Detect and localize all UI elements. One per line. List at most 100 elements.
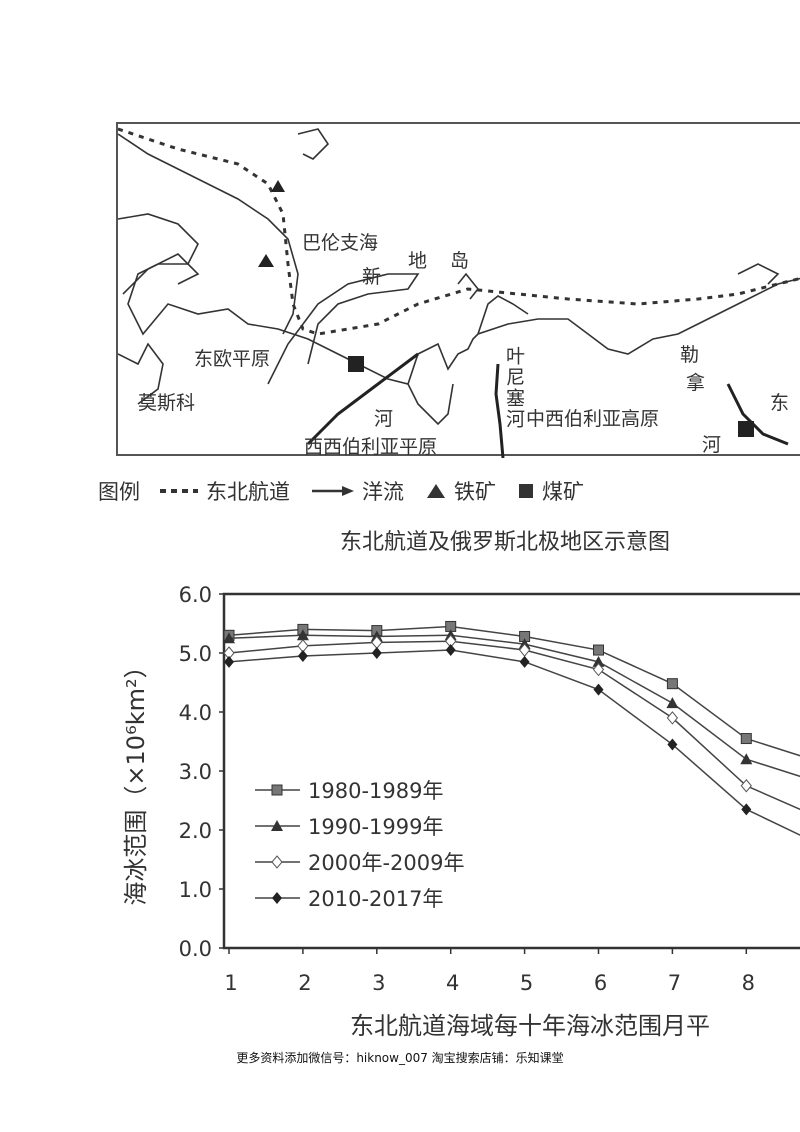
map-label-lena-river: 河 <box>702 434 722 456</box>
legend-label: 铁矿 <box>454 480 496 504</box>
data-point <box>592 655 605 667</box>
legend-marker <box>271 820 283 831</box>
x-tick-label: 7 <box>668 971 681 995</box>
y-tick-label: 1.0 <box>179 878 212 902</box>
legend-item-current: 洋流 <box>312 476 404 506</box>
footer-note: 更多资料添加微信号：hiknow_007 淘宝搜索店铺：乐知课堂 <box>236 1051 564 1065</box>
data-point <box>519 655 530 668</box>
data-point <box>224 655 234 668</box>
map-label-moscow: 莫斯科 <box>138 392 196 414</box>
x-tick-label: 2 <box>298 971 311 995</box>
legend-label: 1980-1989年 <box>308 779 443 803</box>
x-tick-label: 3 <box>372 971 385 995</box>
map-label-barents-sea: 巴伦支海 <box>302 232 379 254</box>
yenisei-river <box>494 363 505 458</box>
x-tick-label: 6 <box>594 971 607 995</box>
novaya-zemlya <box>267 273 420 385</box>
data-point <box>371 647 382 659</box>
x-tick-label: 8 <box>742 971 755 995</box>
sea-ice-chart: 0.0 1.0 2.0 3.0 4.0 5.0 6.0 1 2 3 4 5 6 7 8 1980-1989年… <box>122 583 800 995</box>
map-label-yenisei-river: 叶尼塞河 <box>503 346 525 430</box>
legend-label: 东北航道 <box>206 480 290 504</box>
arrow-icon <box>312 486 354 496</box>
legend-label: 1990-1999年 <box>308 815 443 839</box>
data-point <box>593 644 604 656</box>
map-label-novaya-zemlya: 地 <box>408 250 428 272</box>
map-label-west-siberian-plain: 西西伯利亚平原 <box>304 436 438 458</box>
legend-marker <box>271 855 283 869</box>
scandinavia-coast <box>118 133 299 335</box>
map-label-novaya-zemlya: 新 <box>362 266 382 288</box>
series-4 <box>224 644 800 836</box>
coal-mine-marker <box>348 356 364 372</box>
baltic-coast <box>118 342 164 405</box>
y-tick-label: 2.0 <box>179 819 212 843</box>
arctic-map: 巴伦支海 新 地 岛 东欧平原 莫斯科 西西伯利亚平原 河 叶尼塞河 中西伯利亚… <box>116 122 800 458</box>
y-axis-label: 海冰范围（×10⁶km²） <box>122 654 150 905</box>
legend-marker <box>272 892 282 904</box>
x-tick-label: 5 <box>520 971 533 995</box>
data-point <box>297 649 308 662</box>
severnaya-zemlya <box>457 272 480 300</box>
x-tick-label: 1 <box>224 971 237 995</box>
series-line <box>228 634 800 778</box>
white-sea <box>122 253 200 295</box>
y-tick-label: 4.0 <box>179 701 212 725</box>
iron-ore-marker <box>258 254 274 267</box>
y-tick-label: 0.0 <box>179 937 212 961</box>
series-3 <box>223 634 800 811</box>
data-point <box>296 629 309 641</box>
data-point <box>666 678 678 690</box>
map-label-east-european-plain: 东欧平原 <box>194 348 271 370</box>
northeast-passage-route <box>118 127 800 336</box>
x-tick-label: 4 <box>446 971 459 995</box>
map-label-novaya-zemlya: 岛 <box>450 250 470 272</box>
data-point <box>593 683 604 696</box>
data-point <box>740 778 752 793</box>
dashed-line-icon <box>160 489 198 493</box>
y-tick-label: 6.0 <box>179 583 212 607</box>
new-siberian-islands <box>737 263 780 285</box>
map-drawing <box>118 127 800 458</box>
coal-mine-marker <box>738 421 754 437</box>
map-title: 东北航道及俄罗斯北极地区示意图 <box>340 530 671 555</box>
kola-coast <box>118 213 359 365</box>
svalbard <box>297 128 330 160</box>
legend-label: 洋流 <box>362 480 404 504</box>
series-line <box>228 625 800 757</box>
square-icon <box>519 484 533 498</box>
y-tick-label: 3.0 <box>179 760 212 784</box>
map-label-lena-river: 勒 <box>680 344 700 366</box>
legend-marker <box>271 784 283 796</box>
legend-item-route: 东北航道 <box>158 476 290 506</box>
data-point <box>592 662 605 677</box>
legend-label: 2010-2017年 <box>308 887 443 911</box>
data-point <box>445 644 456 657</box>
chart-caption: 东北航道海域每十年海冰范围月平 <box>350 1012 710 1040</box>
legend-item-iron: 铁矿 <box>426 476 496 506</box>
legend-label: 2000年-2009年 <box>308 851 464 875</box>
data-point <box>740 733 752 745</box>
taimyr <box>477 295 529 335</box>
iron-ore-marker <box>271 180 285 192</box>
legend-title: 图例 <box>98 480 140 504</box>
legend-label: 煤矿 <box>542 480 584 504</box>
ob-river <box>306 352 419 446</box>
map-label-ob-river: 河 <box>374 408 394 430</box>
map-label-east: 东 <box>770 392 790 414</box>
data-point <box>740 753 753 765</box>
map-label-lena-river: 拿 <box>686 372 706 394</box>
data-point <box>667 738 678 751</box>
data-point <box>223 632 235 644</box>
legend-item-coal: 煤矿 <box>518 476 584 506</box>
siberia-coast <box>357 277 800 385</box>
triangle-icon <box>427 484 445 498</box>
map-legend: 图例 东北航道 洋流 铁矿 煤矿 <box>98 476 606 506</box>
data-point <box>741 803 752 816</box>
yamal <box>407 383 454 426</box>
data-point <box>666 697 679 709</box>
series-2 <box>223 629 800 778</box>
data-point <box>666 711 679 725</box>
map-label-central-siberian-plateau: 中西伯利亚高原 <box>526 408 660 430</box>
y-tick-label: 5.0 <box>179 642 212 666</box>
